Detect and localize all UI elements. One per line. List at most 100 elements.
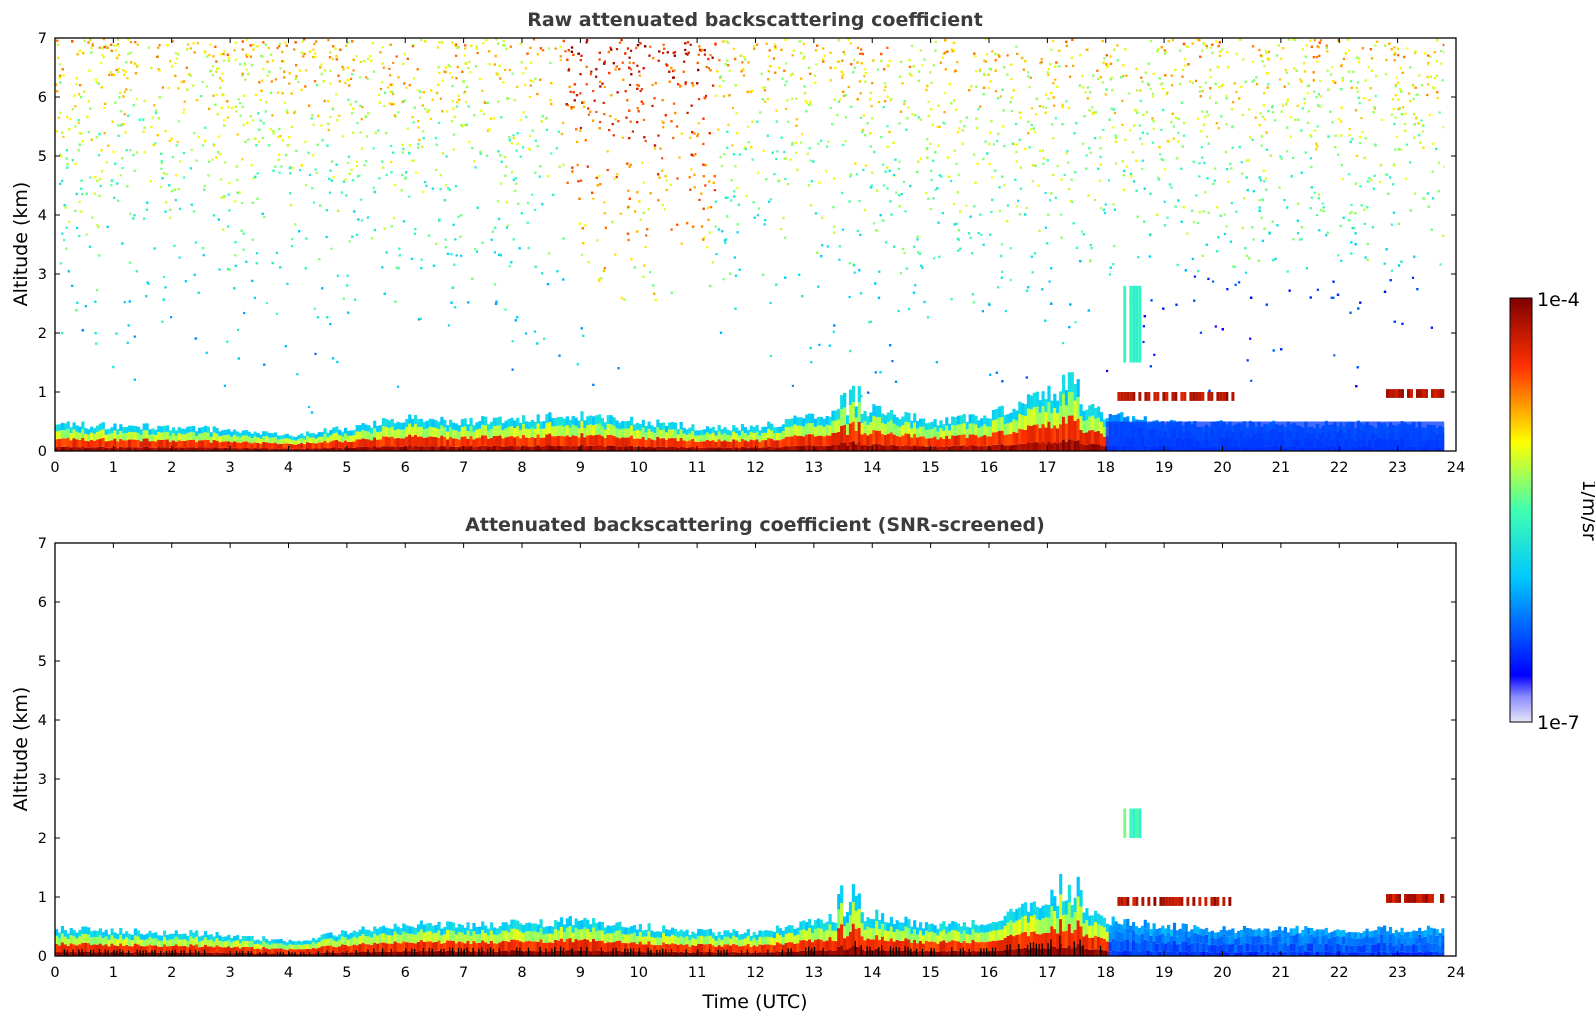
noise-pixel: [1108, 118, 1111, 121]
noise-pixel: [1010, 78, 1013, 81]
noise-pixel: [885, 241, 888, 244]
noise-pixel: [1104, 93, 1107, 96]
noise-pixel: [1093, 198, 1096, 202]
noise-pixel: [914, 284, 917, 287]
noise-pixel: [759, 111, 762, 114]
noise-pixel: [393, 216, 396, 220]
noise-pixel: [153, 104, 156, 107]
noise-pixel: [892, 173, 896, 177]
noise-pixel: [786, 99, 789, 102]
noise-pixel: [662, 51, 665, 55]
noise-pixel: [154, 109, 158, 112]
noise-pixel: [468, 140, 471, 144]
noise-pixel: [1199, 95, 1202, 98]
noise-pixel: [1204, 191, 1207, 194]
noise-pixel: [450, 253, 453, 256]
noise-pixel: [246, 53, 249, 56]
noise-pixel: [143, 99, 146, 102]
noise-pixel: [1260, 135, 1263, 138]
noise-pixel: [843, 53, 846, 56]
noise-pixel: [774, 71, 777, 74]
noise-pixel: [256, 172, 259, 175]
noise-pixel: [1142, 325, 1145, 328]
noise-pixel: [777, 180, 780, 183]
noise-pixel: [202, 254, 205, 257]
noise-pixel: [783, 151, 786, 154]
noise-pixel: [775, 157, 778, 161]
noise-pixel: [535, 265, 538, 268]
noise-pixel: [596, 239, 599, 242]
noise-pixel: [1124, 138, 1127, 141]
noise-pixel: [1287, 38, 1291, 41]
noise-pixel: [1337, 153, 1340, 156]
noise-pixel: [189, 167, 192, 170]
noise-pixel: [189, 47, 192, 50]
noise-pixel: [841, 76, 844, 79]
noise-pixel: [1392, 183, 1395, 186]
noise-pixel: [1191, 257, 1194, 260]
noise-pixel: [972, 301, 976, 304]
noise-pixel: [772, 57, 776, 60]
noise-pixel: [220, 106, 223, 110]
noise-pixel: [1418, 74, 1421, 77]
noise-pixel: [900, 60, 903, 63]
noise-pixel: [1171, 84, 1174, 87]
noise-pixel: [1354, 109, 1358, 112]
noise-pixel: [406, 57, 409, 60]
noise-pixel: [864, 164, 868, 167]
noise-pixel: [152, 144, 155, 147]
noise-pixel: [308, 173, 312, 177]
noise-pixel: [1042, 157, 1045, 160]
noise-pixel: [725, 238, 728, 241]
noise-pixel: [1192, 160, 1195, 163]
noise-pixel: [129, 51, 132, 54]
noise-pixel: [129, 88, 132, 92]
noise-pixel: [59, 63, 62, 66]
noise-pixel: [1151, 92, 1155, 95]
noise-pixel: [975, 70, 978, 73]
noise-pixel: [870, 104, 873, 108]
noise-pixel: [579, 126, 582, 130]
noise-pixel: [500, 182, 503, 185]
noise-pixel: [452, 223, 455, 226]
noise-pixel: [1332, 296, 1335, 299]
noise-pixel: [913, 245, 916, 248]
noise-pixel: [325, 235, 328, 239]
noise-pixel: [154, 142, 157, 145]
noise-pixel: [814, 81, 817, 84]
noise-pixel: [261, 55, 264, 58]
noise-pixel: [818, 181, 821, 184]
noise-pixel: [272, 59, 275, 62]
noise-pixel: [524, 83, 527, 86]
noise-pixel: [451, 85, 454, 88]
noise-pixel: [241, 74, 244, 77]
noise-pixel: [644, 246, 647, 249]
noise-pixel: [1390, 269, 1393, 272]
noise-pixel: [1179, 49, 1182, 52]
noise-pixel: [599, 183, 602, 186]
noise-pixel: [1245, 176, 1248, 179]
noise-pixel: [1337, 254, 1340, 257]
noise-pixel: [490, 238, 493, 241]
noise-pixel: [1350, 86, 1353, 89]
noise-pixel: [1207, 277, 1210, 280]
noise-pixel: [886, 64, 889, 67]
noise-pixel: [368, 54, 371, 58]
noise-pixel: [235, 110, 238, 113]
noise-pixel: [228, 209, 231, 212]
noise-pixel: [314, 352, 317, 355]
noise-pixel: [475, 250, 479, 253]
noise-pixel: [733, 47, 736, 50]
noise-pixel: [686, 111, 689, 114]
noise-pixel: [1038, 229, 1041, 232]
noise-pixel: [592, 383, 595, 386]
noise-pixel: [1137, 256, 1140, 259]
noise-pixel: [1147, 62, 1150, 65]
noise-pixel: [1309, 157, 1313, 160]
noise-pixel: [1204, 81, 1208, 84]
noise-pixel: [1069, 75, 1072, 78]
noise-pixel: [266, 74, 269, 77]
noise-pixel: [1180, 101, 1184, 104]
noise-pixel: [599, 120, 602, 124]
noise-pixel: [1413, 192, 1416, 195]
